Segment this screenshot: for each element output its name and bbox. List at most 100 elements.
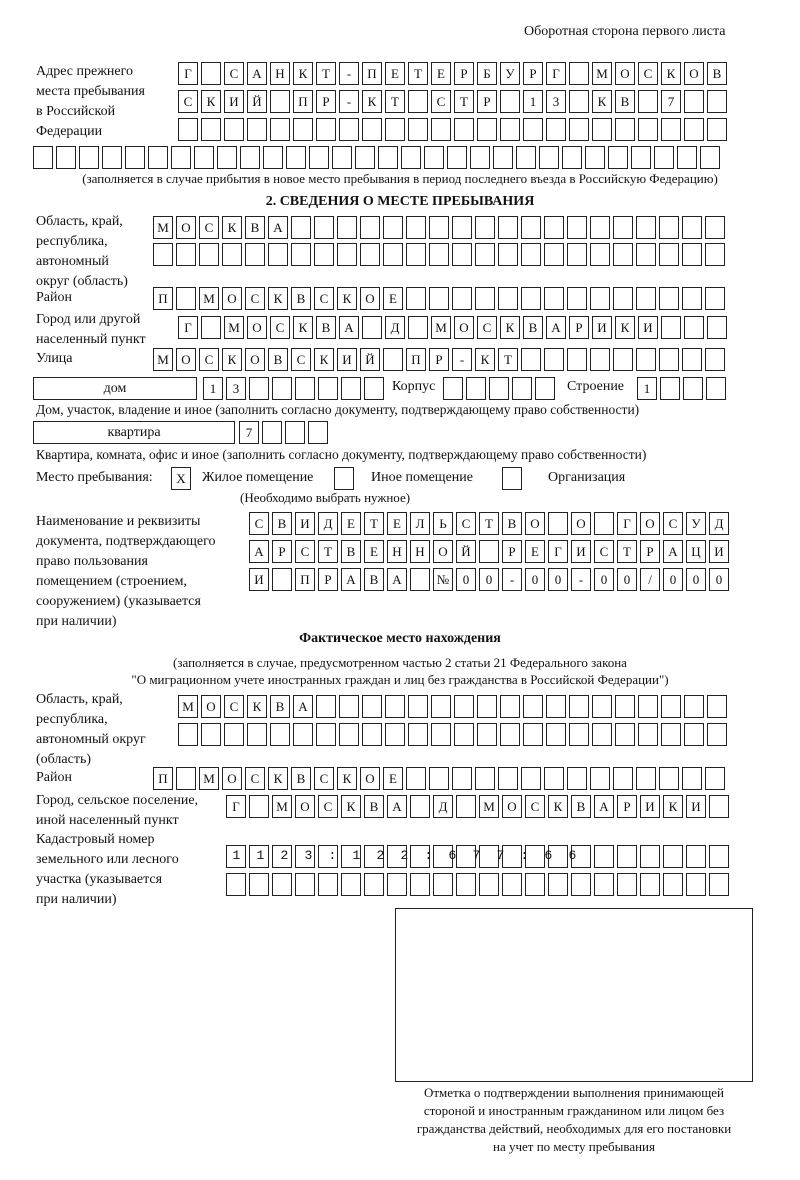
char-box[interactable] xyxy=(636,348,656,371)
char-box[interactable] xyxy=(314,243,334,266)
cadastre-row-2[interactable] xyxy=(226,873,732,896)
char-box[interactable]: М xyxy=(178,695,198,718)
char-box[interactable]: С xyxy=(456,512,476,535)
char-box[interactable] xyxy=(316,723,336,746)
char-box[interactable] xyxy=(592,118,612,141)
char-box[interactable] xyxy=(498,216,518,239)
char-box[interactable]: С xyxy=(477,316,497,339)
char-box[interactable] xyxy=(318,845,338,868)
char-box[interactable] xyxy=(383,348,403,371)
char-box[interactable]: О xyxy=(525,512,545,535)
char-box[interactable] xyxy=(456,873,476,896)
char-box[interactable] xyxy=(638,90,658,113)
char-box[interactable] xyxy=(682,767,702,790)
char-box[interactable] xyxy=(705,287,725,310)
char-box[interactable] xyxy=(615,695,635,718)
char-box[interactable] xyxy=(295,377,315,400)
char-box[interactable] xyxy=(224,723,244,746)
char-box[interactable] xyxy=(613,243,633,266)
building-row[interactable]: 1 xyxy=(637,377,729,400)
document-row-3[interactable]: И П Р А В А № 0 0-0 0-0 0/0 0 0 xyxy=(249,568,732,591)
char-box[interactable] xyxy=(521,287,541,310)
char-box[interactable]: И xyxy=(249,568,269,591)
char-box[interactable] xyxy=(590,287,610,310)
char-box[interactable]: В xyxy=(615,90,635,113)
char-box[interactable] xyxy=(385,118,405,141)
char-box[interactable] xyxy=(247,723,267,746)
char-box[interactable] xyxy=(636,767,656,790)
char-box[interactable]: Р xyxy=(429,348,449,371)
char-box[interactable] xyxy=(341,873,361,896)
char-box[interactable]: 3 xyxy=(546,90,566,113)
char-box[interactable] xyxy=(454,118,474,141)
actual-region-row-2[interactable] xyxy=(178,723,730,746)
char-box[interactable] xyxy=(291,243,311,266)
char-box[interactable]: К xyxy=(222,216,242,239)
char-box[interactable] xyxy=(539,146,559,169)
char-box[interactable]: У xyxy=(500,62,520,85)
char-box[interactable]: С xyxy=(199,216,219,239)
char-box[interactable] xyxy=(387,873,407,896)
char-box[interactable] xyxy=(475,216,495,239)
char-box[interactable] xyxy=(332,146,352,169)
char-box[interactable] xyxy=(408,90,428,113)
char-box[interactable] xyxy=(594,845,614,868)
char-box[interactable] xyxy=(56,146,76,169)
char-box[interactable] xyxy=(362,695,382,718)
char-box[interactable] xyxy=(489,377,509,400)
checkbox-other-premises[interactable] xyxy=(334,467,354,490)
char-box[interactable] xyxy=(102,146,122,169)
char-box[interactable]: А xyxy=(339,316,359,339)
char-box[interactable] xyxy=(263,146,283,169)
char-box[interactable]: Й xyxy=(247,90,267,113)
char-box[interactable]: К xyxy=(222,348,242,371)
char-box[interactable]: 1 xyxy=(203,377,223,400)
char-box[interactable] xyxy=(594,512,614,535)
char-box[interactable]: Ь xyxy=(433,512,453,535)
char-box[interactable] xyxy=(475,287,495,310)
char-box[interactable] xyxy=(571,845,591,868)
char-box[interactable] xyxy=(684,118,704,141)
char-box[interactable]: № xyxy=(433,568,453,591)
char-box[interactable] xyxy=(682,216,702,239)
char-box[interactable] xyxy=(705,243,725,266)
char-box[interactable] xyxy=(433,873,453,896)
char-box[interactable]: Т xyxy=(479,512,499,535)
char-box[interactable]: А xyxy=(663,540,683,563)
char-box[interactable] xyxy=(33,146,53,169)
char-box[interactable]: С xyxy=(431,90,451,113)
char-box[interactable]: Е xyxy=(383,767,403,790)
char-box[interactable]: П xyxy=(293,90,313,113)
char-box[interactable] xyxy=(684,695,704,718)
char-box[interactable] xyxy=(493,146,513,169)
char-box[interactable] xyxy=(378,146,398,169)
char-box[interactable]: И xyxy=(709,540,729,563)
char-box[interactable]: А xyxy=(247,62,267,85)
char-box[interactable] xyxy=(341,377,361,400)
char-box[interactable] xyxy=(640,845,660,868)
char-box[interactable] xyxy=(640,873,660,896)
char-box[interactable]: Т xyxy=(617,540,637,563)
char-box[interactable]: И xyxy=(686,795,706,818)
char-box[interactable]: 7 xyxy=(661,90,681,113)
char-box[interactable]: К xyxy=(663,795,683,818)
char-box[interactable] xyxy=(360,216,380,239)
char-box[interactable]: П xyxy=(362,62,382,85)
char-box[interactable] xyxy=(544,767,564,790)
char-box[interactable] xyxy=(479,540,499,563)
char-box[interactable]: А xyxy=(387,795,407,818)
char-box[interactable] xyxy=(410,795,430,818)
char-box[interactable] xyxy=(682,287,702,310)
char-box[interactable]: О xyxy=(360,287,380,310)
char-box[interactable] xyxy=(194,146,214,169)
prev-address-row-4[interactable] xyxy=(33,146,723,169)
char-box[interactable]: Л xyxy=(410,512,430,535)
char-box[interactable]: А xyxy=(341,568,361,591)
char-box[interactable] xyxy=(360,243,380,266)
char-box[interactable] xyxy=(339,695,359,718)
char-box[interactable]: М xyxy=(199,767,219,790)
char-box[interactable]: О xyxy=(222,287,242,310)
char-box[interactable] xyxy=(245,243,265,266)
